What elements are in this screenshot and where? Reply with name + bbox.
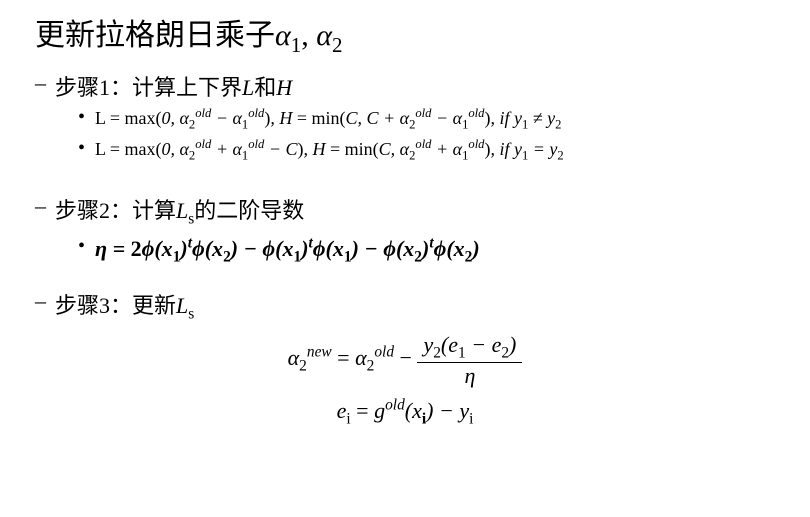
step2-text: 步骤2：计算Ls的二阶导数: [55, 198, 304, 223]
page-title: 更新拉格朗日乘子α1, α2: [20, 10, 790, 58]
step2-label: 步骤2：计算Ls的二阶导数: [20, 193, 790, 228]
step2-formula: η = 2ϕ(x1)tϕ(x2) − ϕ(x1)tϕ(x1) − ϕ(x2)tϕ…: [20, 235, 790, 267]
eta-formula-text: η = 2ϕ(x1)tϕ(x2) − ϕ(x1)tϕ(x1) − ϕ(x2)tϕ…: [95, 236, 480, 261]
step1-text: 步骤1：计算上下界L和H: [55, 75, 292, 100]
alpha-formula-text: α2new = α2old − y2(e1 − e2) η: [288, 345, 523, 370]
step1-formula2: L = max(0, α2old + α1old − C), H = min(C…: [20, 137, 790, 164]
e-formula-text: ei = gold(xi) − yi: [337, 398, 474, 423]
step3-label: 步骤3：更新Ls: [20, 288, 790, 323]
title-text: 更新拉格朗日乘子α1, α2: [35, 19, 343, 52]
step3-formula-e: ei = gold(xi) − yi: [20, 397, 790, 429]
step1-label: 步骤1：计算上下界L和H: [20, 70, 790, 102]
step1-formula1: L = max(0, α2old − α1old), H = min(C, C …: [20, 106, 790, 133]
step3-formula-alpha: α2new = α2old − y2(e1 − e2) η: [20, 332, 790, 389]
formula1-text: L = max(0, α2old − α1old), H = min(C, C …: [95, 108, 561, 128]
formula2-text: L = max(0, α2old + α1old − C), H = min(C…: [95, 139, 564, 159]
step3-text: 步骤3：更新Ls: [55, 293, 194, 318]
